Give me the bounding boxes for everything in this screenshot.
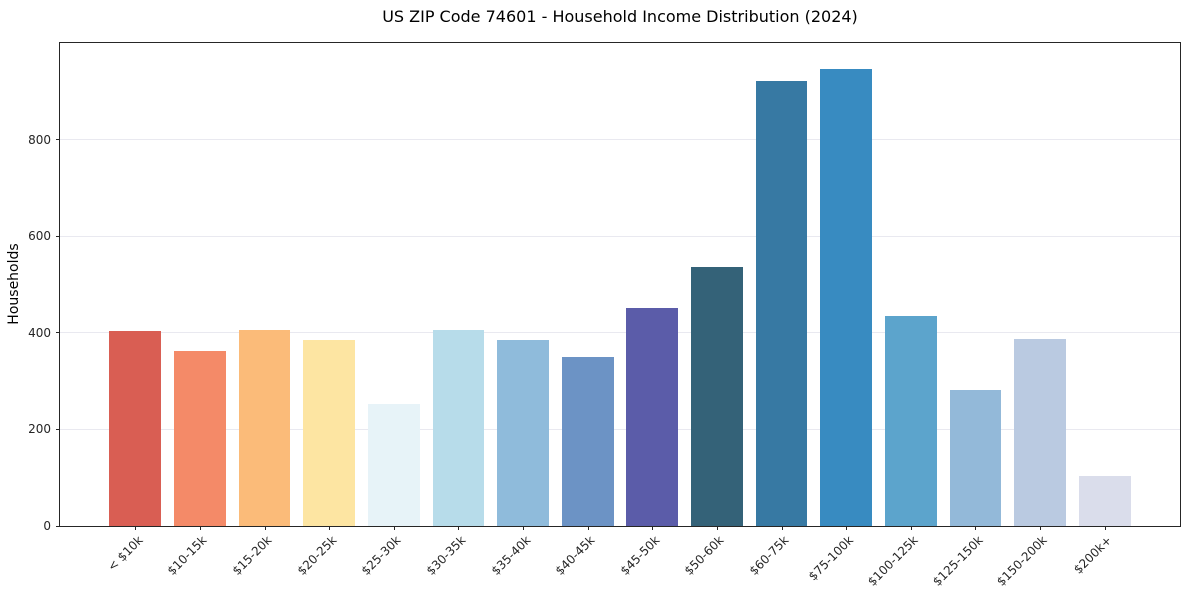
x-axis-tick xyxy=(135,526,137,530)
plot-area: 0 200 400 600 800 < $10k $10-15k $15-20k $20-25… xyxy=(28,42,1181,589)
bar-band: $25-30k xyxy=(359,43,427,578)
y-axis-tick xyxy=(56,525,60,527)
bar xyxy=(238,330,291,526)
bar xyxy=(497,340,549,526)
y-tick-label: 0 xyxy=(43,519,51,533)
x-axis-tick xyxy=(393,526,395,530)
bar-band: $150-200k xyxy=(994,43,1073,589)
bar xyxy=(561,357,614,526)
y-axis-tick xyxy=(56,332,60,334)
x-axis-tick xyxy=(199,526,201,530)
x-axis-tick xyxy=(523,526,525,530)
x-axis-tick xyxy=(264,526,266,530)
x-axis-tick xyxy=(1104,526,1106,530)
bar-band: $50-60k xyxy=(682,43,750,578)
x-tick-label: < $10k xyxy=(104,533,146,574)
bar xyxy=(884,316,937,526)
x-tick-label: $45-50k xyxy=(617,533,663,578)
bar xyxy=(755,80,808,526)
bar xyxy=(432,330,485,526)
bar xyxy=(691,266,743,526)
bar-band: $60-75k xyxy=(747,43,814,578)
x-axis-tick xyxy=(329,526,331,530)
gridline xyxy=(60,139,1180,141)
bar xyxy=(303,339,356,526)
y-tick-label: 400 xyxy=(28,325,51,340)
y-tick-label: 200 xyxy=(28,422,51,437)
x-axis-tick xyxy=(975,526,977,530)
x-axis-tick xyxy=(910,526,912,530)
bar-band: $35-40k xyxy=(488,43,556,578)
bar xyxy=(1014,339,1066,526)
x-tick-label: $40-45k xyxy=(552,533,598,578)
x-tick-label: $10-15k xyxy=(165,533,210,578)
bars: < $10k $10-15k $15-20k $20-25k $25-30k $30-35… xyxy=(60,43,1180,589)
x-tick-label: $50-60k xyxy=(682,533,727,578)
y-tick-label: 800 xyxy=(28,132,51,147)
chart-title: US ZIP Code 74601 - Household Income Dis… xyxy=(382,7,858,26)
bar xyxy=(949,390,1002,526)
bar-band: $20-25k xyxy=(294,43,362,578)
bar xyxy=(174,351,226,526)
y-axis-tick xyxy=(56,139,60,141)
x-axis-tick xyxy=(1040,526,1042,530)
x-tick-label: $25-30k xyxy=(358,533,404,578)
y-axis-label: Households xyxy=(6,243,22,325)
x-tick-label: $20-25k xyxy=(294,533,340,578)
x-tick-label: $35-40k xyxy=(488,533,534,578)
x-tick-label: $150-200k xyxy=(994,533,1051,589)
gridline xyxy=(60,428,1180,430)
x-tick-label: $30-35k xyxy=(423,533,469,578)
x-tick-label: $60-75k xyxy=(746,533,792,578)
bar-band: $75-100k xyxy=(806,43,879,583)
x-axis-tick xyxy=(846,526,848,530)
x-tick-label: $200k+ xyxy=(1071,533,1115,577)
y-axis-tick xyxy=(56,428,60,430)
x-axis-tick xyxy=(458,526,460,530)
bar xyxy=(1078,476,1131,526)
y-tick-label: 600 xyxy=(28,229,51,244)
gridline xyxy=(60,332,1180,334)
bar-band: $30-35k xyxy=(424,43,491,578)
y-axis-tick xyxy=(56,235,60,237)
gridline xyxy=(60,235,1180,237)
bar xyxy=(820,68,873,526)
bar-band: < $10k xyxy=(103,43,168,574)
x-tick-label: $100-125k xyxy=(865,533,921,589)
x-axis-tick xyxy=(716,526,718,530)
bar-band: $40-45k xyxy=(553,43,620,578)
bar-band: $10-15k xyxy=(165,43,233,578)
x-axis-tick xyxy=(587,526,589,530)
bar xyxy=(626,307,679,526)
bar-band: $15-20k xyxy=(230,43,297,578)
bar xyxy=(367,404,420,526)
x-tick-label: $125-150k xyxy=(929,533,986,589)
bar-band: $200k+ xyxy=(1071,43,1137,577)
bar-band: $125-150k xyxy=(930,43,1008,589)
x-axis-tick xyxy=(781,526,783,530)
x-tick-label: $75-100k xyxy=(805,533,857,584)
x-tick-label: $15-20k xyxy=(229,533,275,578)
bar xyxy=(109,331,162,526)
bar-band: $100-125k xyxy=(865,43,944,589)
x-axis-tick xyxy=(652,526,654,530)
bar-band: $45-50k xyxy=(617,43,685,578)
